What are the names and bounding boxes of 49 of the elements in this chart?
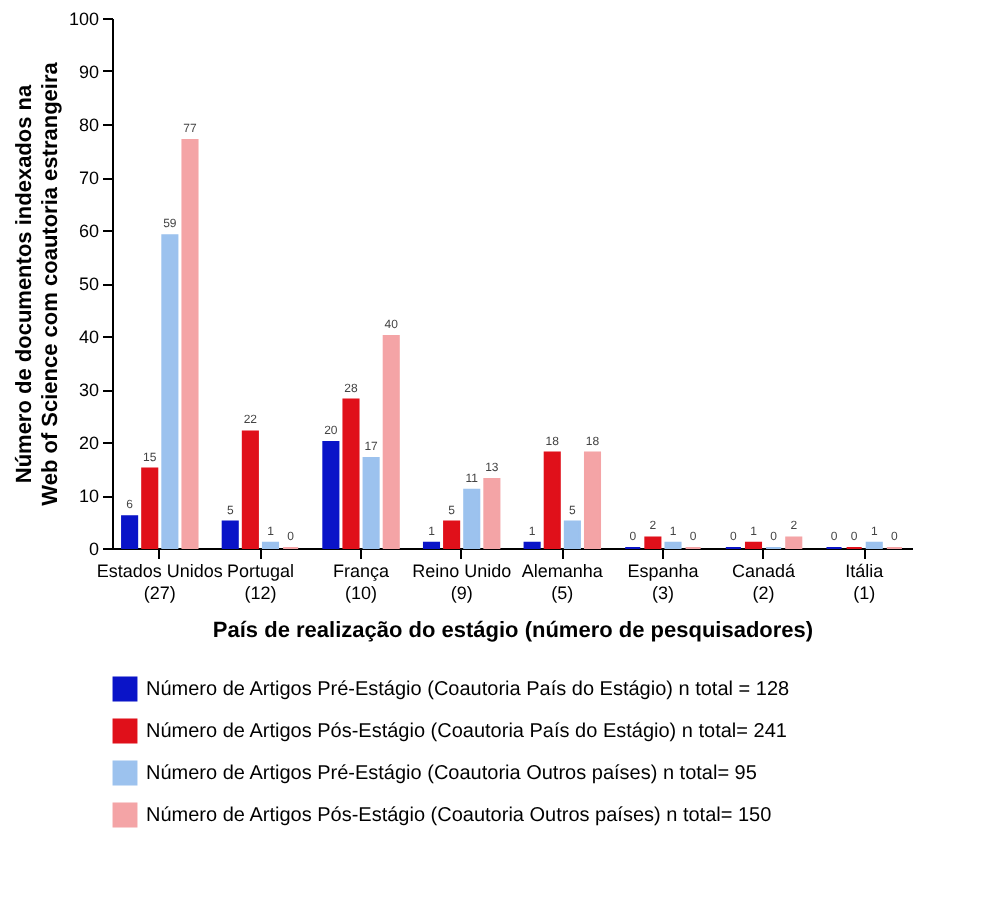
bar	[241, 430, 259, 549]
bar	[664, 541, 682, 549]
bar	[583, 451, 602, 549]
bar	[543, 451, 561, 549]
bar	[744, 541, 763, 549]
y-tick-label: 70	[78, 168, 99, 188]
bar	[161, 234, 179, 549]
bar	[483, 478, 501, 549]
x-axis-title: País de realização do estágio (número de pesquisadores)	[212, 619, 814, 643]
legend-label: Número de Artigos Pós-Estágio (Coautoria País do Estágio) n total= 241	[146, 721, 788, 743]
legend-label: Número de Artigos Pré-Estágio (Coautoria País do Estágio) n total = 128	[146, 679, 790, 701]
bar	[342, 398, 360, 549]
legend-label: Número de Artigos Pré-Estágio (Coautoria Outros países) n total= 95	[146, 763, 758, 785]
x-tick-label: Canadá (2)	[732, 561, 796, 603]
y-tick-label: 0	[88, 539, 99, 559]
y-tick-label: 50	[78, 274, 99, 294]
bar	[463, 488, 481, 549]
bar	[382, 335, 400, 549]
x-tick-label: Alemanha (5)	[521, 561, 603, 603]
bar	[563, 520, 581, 549]
x-tick-label: Espanha (3)	[627, 561, 699, 603]
bar	[362, 456, 380, 549]
x-tick-label: França (10)	[333, 561, 390, 603]
bar	[261, 541, 280, 549]
y-axis-title: Número de documentos indexados na Web of Science com coautoria estrangeira	[12, 60, 63, 506]
y-tick-label: 10	[78, 486, 99, 506]
y-tick-label: 40	[78, 327, 99, 347]
bar	[523, 541, 541, 549]
bar	[141, 467, 159, 549]
bar	[322, 441, 340, 549]
y-tick-label: 60	[78, 221, 99, 241]
x-tick-label: Reino Unido (9)	[412, 561, 512, 603]
bar	[121, 515, 139, 549]
x-tick-label: Estados Unidos (27)	[96, 561, 224, 603]
bar	[221, 520, 239, 549]
bar	[644, 536, 662, 549]
bar	[422, 541, 441, 549]
bar	[181, 138, 199, 549]
x-tick-label: Itália (1)	[845, 561, 884, 603]
y-tick-label: 20	[78, 433, 99, 453]
x-tick-label: Portugal (12)	[226, 561, 294, 603]
y-tick-label: 100	[68, 9, 99, 29]
y-tick-label: 30	[78, 380, 99, 400]
bar	[443, 520, 461, 549]
bar	[785, 536, 803, 549]
y-tick-label: 80	[78, 115, 99, 135]
bar	[865, 541, 883, 549]
legend-label: Número de Artigos Pós-Estágio (Coautoria Outros países) n total= 150	[146, 805, 773, 827]
y-tick-label: 90	[78, 62, 99, 82]
